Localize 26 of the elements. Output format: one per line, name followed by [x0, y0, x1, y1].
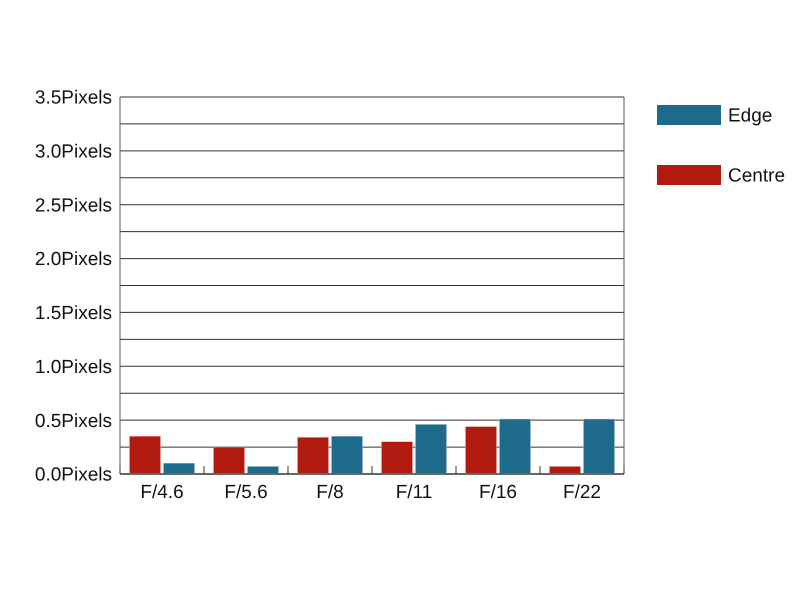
x-tick-label: F/5.6 — [224, 482, 268, 503]
bar — [381, 441, 413, 474]
y-tick-label: 1.5Pixels — [34, 303, 112, 324]
x-tick-label: F/11 — [396, 482, 432, 503]
x-tick-label: F/8 — [316, 482, 344, 503]
bar — [583, 418, 615, 474]
y-tick-label: 2.5Pixels — [34, 195, 112, 216]
y-tick-label: 3.0Pixels — [34, 142, 112, 163]
y-tick-label: 2.0Pixels — [34, 249, 112, 270]
y-tick-label: 0.0Pixels — [34, 464, 112, 486]
bar — [465, 426, 497, 474]
bar — [499, 418, 531, 474]
bar — [163, 462, 195, 474]
bar — [213, 446, 245, 474]
bar — [129, 436, 161, 474]
bar — [297, 437, 329, 474]
x-tick-label: F/4.6 — [140, 482, 184, 503]
bar — [415, 424, 447, 474]
bar — [331, 436, 363, 474]
x-tick-label: F/16 — [478, 482, 518, 503]
legend-label: Edge — [728, 106, 772, 127]
y-tick-label: 3.5Pixels — [34, 88, 112, 109]
legend-label: Centre — [728, 166, 786, 187]
y-tick-label: 0.5Pixels — [34, 410, 112, 432]
x-tick-label: F/22 — [562, 482, 602, 503]
y-tick-label: 1.0Pixels — [34, 356, 112, 378]
